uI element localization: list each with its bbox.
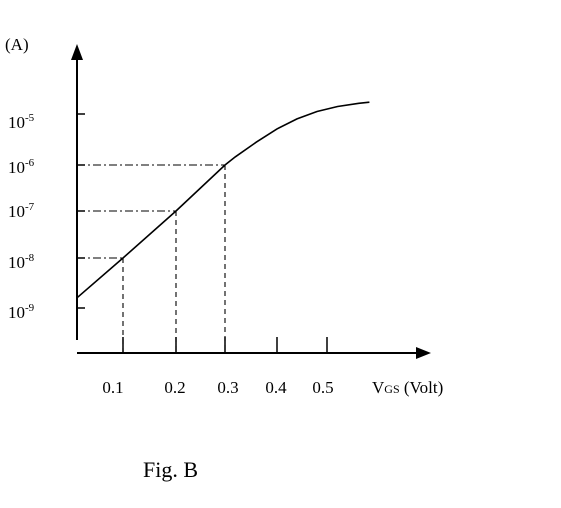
- reference-guides: [77, 164, 226, 353]
- x-tick-label: 0.3: [217, 378, 238, 397]
- y-tick-label: 10-9: [8, 302, 35, 322]
- x-tick-label: 0.4: [265, 378, 287, 397]
- series-line: [76, 101, 370, 299]
- y-tick-label: 10-5: [8, 112, 35, 132]
- y-tick-label: 10-7: [8, 201, 35, 221]
- x-axis-label: VGS (Volt): [372, 378, 443, 397]
- y-unit-label: (A): [5, 35, 29, 54]
- y-tick-label: 10-8: [8, 252, 35, 272]
- x-tick-label: 0.2: [164, 378, 185, 397]
- figure-caption: Fig. B: [143, 457, 198, 482]
- x-axis-arrow: [416, 347, 431, 359]
- y-tick-label: 10-6: [8, 157, 35, 177]
- y-axis-arrow: [71, 44, 83, 60]
- x-tick-label: 0.1: [102, 378, 123, 397]
- x-tick-label: 0.5: [312, 378, 333, 397]
